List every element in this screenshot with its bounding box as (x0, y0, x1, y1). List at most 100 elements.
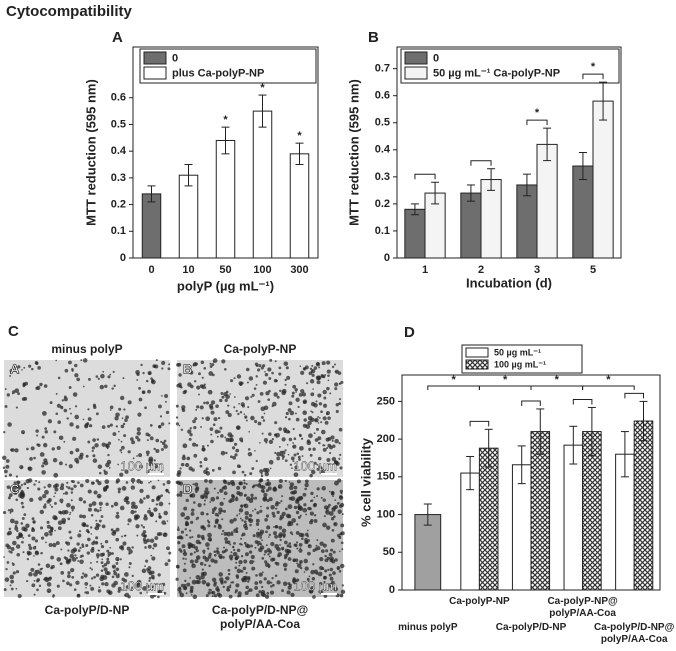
cell (261, 571, 264, 574)
cell (274, 502, 279, 507)
cell (26, 557, 30, 561)
cell (293, 472, 299, 478)
cell (309, 367, 313, 370)
cell (338, 442, 341, 445)
cell (298, 433, 302, 437)
cell (203, 367, 207, 370)
cell (100, 544, 105, 549)
cell (115, 480, 119, 484)
cell (203, 552, 206, 555)
significance-star: * (535, 107, 540, 119)
cell (332, 550, 336, 554)
cell (146, 454, 149, 457)
cell (39, 382, 43, 387)
cell (138, 464, 143, 469)
cell (239, 410, 243, 414)
cell (261, 585, 264, 589)
cell (272, 583, 275, 587)
cell (151, 485, 156, 490)
legend-label: 50 µg mL⁻¹ Ca-polyP-NP (433, 67, 560, 79)
cell (56, 584, 60, 588)
cell (87, 537, 91, 542)
cell (70, 491, 74, 494)
cell (203, 490, 207, 493)
cell (217, 491, 220, 494)
legend-swatch (465, 347, 489, 358)
x-tick-label: 1 (422, 264, 428, 276)
cell (341, 548, 344, 551)
cell (36, 434, 39, 437)
cell (202, 549, 206, 553)
cell (85, 454, 89, 458)
bracket (582, 73, 604, 80)
cell (134, 510, 137, 513)
cell (180, 386, 183, 389)
cell (297, 455, 301, 459)
cell (240, 537, 243, 540)
y-tick-label: 0.6 (111, 92, 126, 104)
cell (39, 526, 44, 530)
cell (236, 485, 241, 490)
cell (142, 586, 147, 591)
cell (145, 379, 149, 383)
cell (99, 506, 102, 509)
cell (262, 380, 268, 385)
cell (243, 474, 247, 477)
cell (236, 548, 241, 553)
cell (22, 382, 26, 386)
cell (315, 400, 318, 403)
cell (310, 410, 312, 413)
cell (274, 574, 278, 578)
y-tick-label: 0.3 (375, 171, 390, 183)
cell (34, 550, 40, 556)
legend-box (139, 48, 317, 84)
cell (298, 393, 303, 397)
cell (309, 379, 315, 384)
cell (238, 402, 240, 405)
cell (235, 574, 239, 578)
cell (97, 377, 100, 381)
cell (33, 456, 36, 460)
cell (285, 552, 290, 556)
cell (139, 591, 143, 595)
cell (59, 562, 63, 566)
cell (264, 518, 268, 522)
cell (217, 593, 223, 598)
panel-letter: D (404, 324, 415, 341)
error-bar (639, 400, 648, 442)
cell (185, 592, 188, 595)
x-axis-label: polyP (µg mL⁻¹) (177, 278, 274, 293)
cell (258, 483, 261, 486)
cell (148, 456, 154, 462)
cell (254, 586, 259, 590)
cell (60, 501, 63, 504)
cell (124, 572, 129, 577)
cell (84, 582, 89, 586)
cell (43, 460, 49, 466)
cell (259, 545, 265, 550)
cell (284, 479, 287, 482)
cell (299, 566, 303, 570)
cell (101, 582, 105, 586)
cell (38, 584, 42, 588)
cell (109, 409, 112, 411)
cell (163, 534, 165, 537)
cell (255, 574, 258, 577)
cell (315, 375, 321, 381)
y-axis-label: % cell viability (358, 437, 373, 527)
cell (181, 405, 186, 410)
cell (320, 410, 323, 414)
x-tick-label: 0 (148, 264, 154, 276)
cell (311, 411, 314, 414)
cell (194, 417, 198, 421)
cell (316, 467, 320, 471)
cell (166, 520, 169, 522)
cell (255, 522, 260, 526)
cell (137, 412, 142, 417)
cell (106, 447, 109, 450)
cell (211, 577, 217, 583)
scale-label: 100 µm (293, 578, 337, 593)
cell (70, 505, 75, 510)
cell (93, 508, 98, 512)
cell (249, 472, 253, 476)
